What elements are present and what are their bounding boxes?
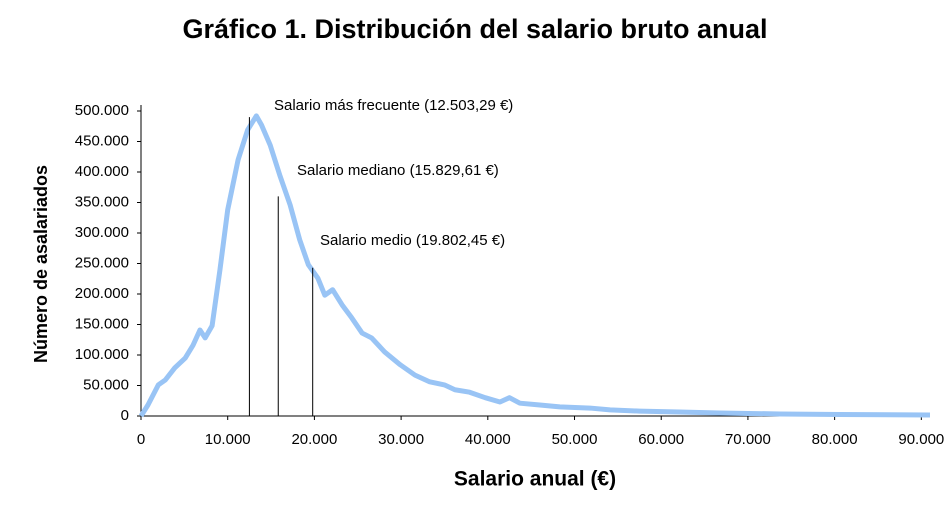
x-tick-label: 50.000 xyxy=(552,431,598,448)
annotation-label: Salario medio (19.802,45 €) xyxy=(320,232,505,249)
data-line xyxy=(138,113,931,418)
x-tick-label: 90.000 xyxy=(898,431,944,448)
y-axis-label: Número de asalariados xyxy=(31,165,51,363)
y-tick-label: 400.000 xyxy=(75,163,129,180)
x-tick-label: 40.000 xyxy=(465,431,511,448)
x-tick-label: 20.000 xyxy=(291,431,337,448)
chart-title: Gráfico 1. Distribución del salario brut… xyxy=(182,14,767,44)
y-tick-label: 450.000 xyxy=(75,132,129,149)
x-tick-label: 30.000 xyxy=(378,431,424,448)
annotation-label: Salario más frecuente (12.503,29 €) xyxy=(274,97,513,114)
annotation-label: Salario mediano (15.829,61 €) xyxy=(297,162,499,179)
x-axis-label: Salario anual (€) xyxy=(454,468,616,491)
y-tick-label: 150.000 xyxy=(75,315,129,332)
x-tick-label: 0 xyxy=(137,431,145,448)
x-tick-label: 10.000 xyxy=(205,431,251,448)
y-tick-label: 50.000 xyxy=(83,376,129,393)
y-tick-label: 200.000 xyxy=(75,285,129,302)
x-tick-label: 70.000 xyxy=(725,431,771,448)
y-tick-label: 350.000 xyxy=(75,193,129,210)
y-tick-label: 100.000 xyxy=(75,346,129,363)
y-tick-label: 300.000 xyxy=(75,224,129,241)
x-tick-label: 60.000 xyxy=(638,431,684,448)
y-tick-label: 250.000 xyxy=(75,254,129,271)
x-tick-label: 80.000 xyxy=(812,431,858,448)
y-tick-label: 0 xyxy=(121,407,129,424)
y-tick-label: 500.000 xyxy=(75,102,129,119)
